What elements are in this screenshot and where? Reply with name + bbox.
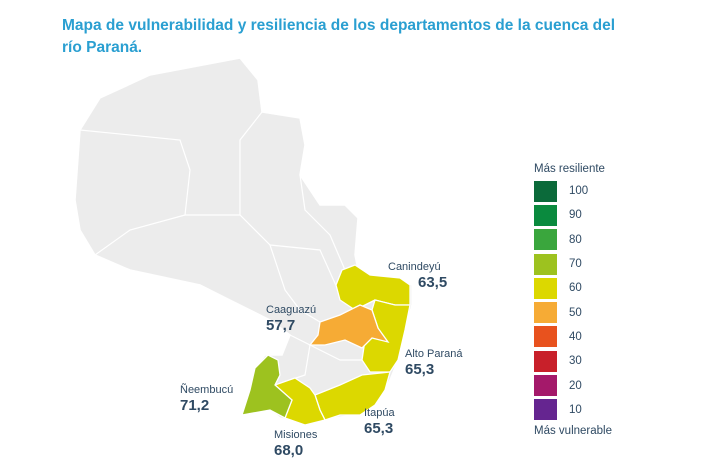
legend-item: 60 [534,276,612,300]
legend-swatch [534,375,557,397]
legend-value: 90 [569,209,582,222]
department-value: 63,5 [418,274,448,291]
label-neembucu: Ñeembucú 71,2 [180,382,233,414]
legend-value: 70 [569,258,582,271]
legend-swatch [534,326,557,348]
legend-swatch [534,302,557,324]
legend-item: 80 [534,228,612,252]
legend-value: 40 [569,330,582,343]
legend-swatch [534,399,557,421]
department-name: Ñeembucú [180,384,234,396]
department-value: 71,2 [180,397,210,414]
legend-item: 30 [534,349,612,373]
department-name: Misiones [274,429,318,441]
label-caaguazu: Caaguazú 57,7 [266,302,316,334]
map-title: Mapa de vulnerabilidad y resiliencia de … [62,17,616,56]
department-neembucu[interactable] [241,354,293,419]
department-value: 57,7 [266,317,296,334]
legend-value: 60 [569,282,582,295]
legend-value: 80 [569,233,582,246]
department-value: 68,0 [274,442,304,459]
legend: Más resiliente 100 90 80 70 60 50 40 30 20 10 Más… [534,163,612,437]
label-itapua: Itapúa 65,3 [364,405,395,437]
label-alto-parana: Alto Paraná 65,3 [405,346,462,378]
department-value: 65,3 [364,420,394,437]
legend-swatch [534,180,557,202]
legend-value: 30 [569,355,582,368]
department-name: Caaguazú [266,304,317,316]
legend-value: 50 [569,306,582,319]
department-value: 65,3 [405,361,435,378]
legend-swatch [534,277,557,299]
legend-value: 20 [569,379,582,392]
legend-swatch [534,350,557,372]
legend-item: 50 [534,300,612,324]
legend-item: 70 [534,252,612,276]
legend-item: 10 [534,398,612,422]
legend-swatch [534,253,557,275]
label-misiones: Misiones 68,0 [274,427,317,459]
legend-bottom-label: Más vulnerable [534,424,612,437]
legend-value: 10 [569,403,582,416]
legend-item: 100 [534,179,612,203]
legend-swatch [534,229,557,251]
label-canindeyu: Canindeyú 63,5 [388,259,447,291]
legend-swatch [534,204,557,226]
legend-top-label: Más resiliente [534,163,605,175]
legend-item: 20 [534,373,612,397]
legend-item: 90 [534,203,612,227]
department-name: Canindeyú [388,261,441,273]
paraguay-base [74,57,413,426]
department-name: Itapúa [364,407,395,419]
legend-item: 40 [534,325,612,349]
department-caaguazu[interactable] [308,304,390,349]
department-name: Alto Paraná [405,348,463,360]
legend-value: 100 [569,185,589,198]
